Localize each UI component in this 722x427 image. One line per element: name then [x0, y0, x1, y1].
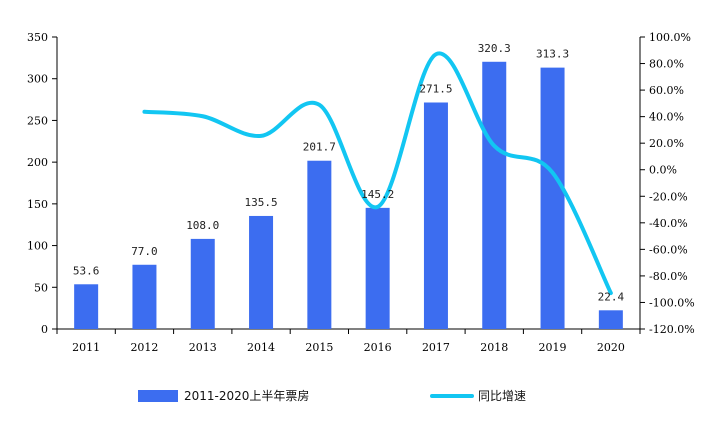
x-tick-label: 2015: [305, 341, 333, 354]
growth-line-path: [142, 51, 613, 296]
x-tick-label: 2017: [422, 341, 450, 354]
left-tick-label: 200: [27, 156, 48, 169]
right-tick-label: 80.0%: [649, 58, 684, 71]
legend: 2011-2020上半年票房 同比增速: [138, 388, 526, 403]
x-tick-label: 2020: [597, 341, 625, 354]
bar-data-label: 22.4: [598, 290, 625, 303]
right-tick-label: -20.0%: [649, 190, 688, 203]
x-tick-label: 2013: [189, 341, 217, 354]
x-tick-label: 2014: [247, 341, 275, 354]
bar: [365, 207, 390, 329]
bar: [423, 102, 448, 330]
legend-bar-swatch: [138, 390, 178, 402]
x-tick-label: 2016: [364, 341, 392, 354]
bar-data-label: 53.6: [73, 264, 100, 277]
right-tick-label: 60.0%: [649, 84, 684, 97]
bar: [132, 264, 157, 329]
bars: [74, 61, 623, 330]
bar-data-label: 77.0: [131, 245, 158, 258]
left-tick-label: 0: [41, 323, 48, 336]
right-tick-label: -40.0%: [649, 217, 688, 230]
bar: [540, 67, 565, 329]
bar: [190, 238, 215, 329]
x-tick-label: 2019: [539, 341, 567, 354]
bar-data-label: 320.3: [478, 42, 511, 55]
bar-data-label: 271.5: [419, 82, 452, 95]
left-tick-label: 250: [27, 114, 48, 127]
bar-data-label: 108.0: [186, 219, 219, 232]
right-tick-label: -100.0%: [649, 296, 695, 309]
right-tick-label: 100.0%: [649, 31, 691, 44]
right-tick-label: 20.0%: [649, 137, 684, 150]
bar: [598, 310, 623, 329]
right-tick-label: -80.0%: [649, 270, 688, 283]
right-tick-label: 40.0%: [649, 111, 684, 124]
bar: [307, 160, 332, 329]
legend-line-label: 同比增速: [478, 389, 526, 403]
bar-data-label: 313.3: [536, 48, 569, 61]
axes: 0 50 100 150 200 250 300 350 100.0% 80.0% 60.0% 40.…: [27, 31, 695, 354]
bar: [482, 61, 507, 329]
bar-data-label: 145.2: [361, 188, 394, 201]
left-tick-label: 350: [27, 31, 48, 44]
left-tick-label: 50: [34, 281, 48, 294]
x-tick-label: 2011: [72, 341, 100, 354]
bar-data-label: 135.5: [244, 196, 277, 209]
right-tick-label: -120.0%: [649, 323, 695, 336]
left-tick-label: 100: [27, 240, 48, 253]
right-tick-label: -60.0%: [649, 243, 688, 256]
x-tick-label: 2012: [130, 341, 158, 354]
bar: [74, 284, 99, 329]
x-tick-label: 2018: [480, 341, 508, 354]
legend-bar-label: 2011-2020上半年票房: [184, 388, 309, 403]
right-tick-label: 0.0%: [649, 164, 677, 177]
growth-line: [142, 51, 613, 296]
left-tick-label: 300: [27, 73, 48, 86]
bar-data-label: 201.7: [303, 141, 336, 154]
left-tick-label: 150: [27, 198, 48, 211]
bar: [249, 215, 274, 329]
data-labels: 53.6 77.0 108.0 135.5 201.7 145.2 271.5 320.3 31…: [73, 42, 625, 304]
